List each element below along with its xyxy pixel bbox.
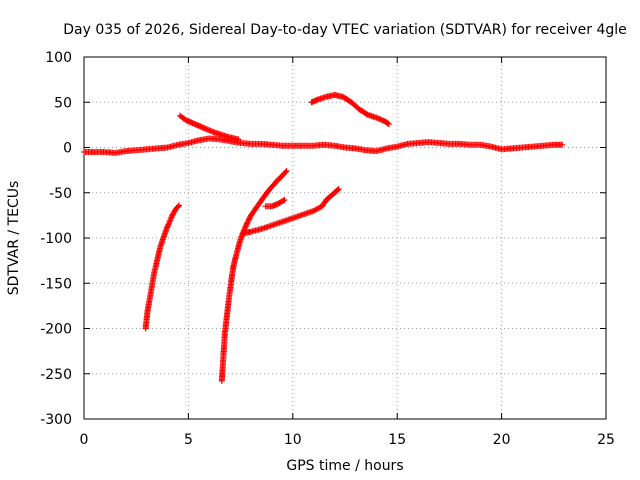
x-tick-label: 10	[284, 432, 302, 448]
x-tick-label: 20	[493, 432, 511, 448]
x-tick-label: 0	[80, 432, 89, 448]
x-axis-label: GPS time / hours	[286, 458, 403, 474]
chart-title: Day 035 of 2026, Sidereal Day-to-day VTE…	[63, 22, 627, 38]
y-tick-label: -250	[40, 367, 72, 383]
axis-ticks: 0 5 10 15 20 25 100 50 0 -50 -100 -150 -200 -250 -300	[40, 50, 615, 448]
y-axis-label: SDTVAR / TECUs	[6, 181, 22, 296]
series-markers	[308, 92, 392, 127]
x-tick-label: 25	[597, 432, 615, 448]
series-steep-left	[142, 202, 182, 332]
series-markers	[81, 135, 566, 156]
series-arc-descending-early	[177, 112, 242, 143]
series-arc-hump	[308, 92, 392, 127]
y-tick-label: -50	[49, 186, 72, 202]
series-short-segment	[262, 197, 288, 210]
data-points	[81, 92, 566, 384]
x-tick-label: 5	[184, 432, 193, 448]
y-tick-label: -200	[40, 322, 72, 338]
series-markers	[142, 202, 182, 332]
series-markers	[177, 112, 242, 143]
y-tick-label: 50	[54, 95, 72, 111]
y-tick-label: -300	[40, 412, 72, 428]
series-low-diagonal	[239, 186, 342, 237]
y-tick-label: 100	[45, 50, 72, 66]
y-tick-label: -150	[40, 276, 72, 292]
series-markers	[239, 186, 342, 237]
x-tick-label: 15	[388, 432, 406, 448]
y-tick-label: 0	[63, 141, 72, 157]
y-tick-label: -100	[40, 231, 72, 247]
series-baseline	[81, 135, 566, 156]
series-markers	[262, 197, 288, 210]
